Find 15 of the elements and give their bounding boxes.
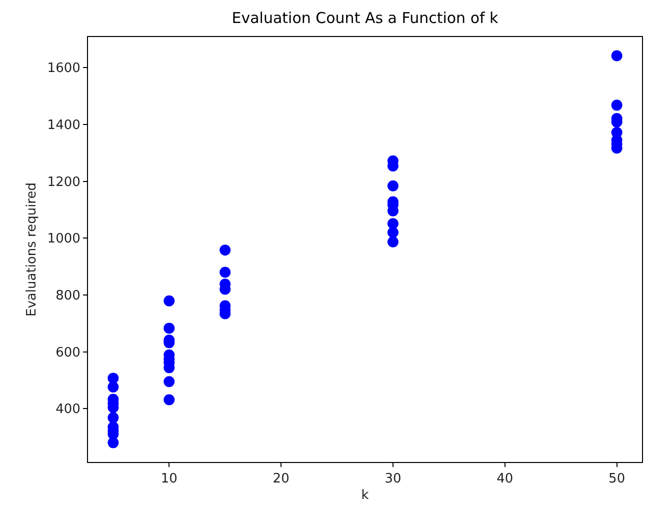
x-tick-label: 10	[160, 472, 178, 487]
y-axis-title: Evaluations required	[24, 182, 40, 316]
y-tick-label: 1000	[47, 232, 80, 247]
x-tick-label: 40	[496, 472, 514, 487]
y-tick-label: 1400	[47, 118, 80, 134]
y-tick-label: 800	[56, 288, 80, 304]
y-tick-label: 1200	[47, 174, 80, 190]
x-axis-title: k	[361, 488, 370, 504]
y-tick-label: 400	[56, 402, 80, 418]
chart-title: Evaluation Count As a Function of k	[232, 9, 499, 28]
y-tick-label: 600	[56, 345, 80, 360]
x-tick-label: 30	[384, 472, 402, 487]
x-tick-label: 20	[272, 472, 290, 487]
y-tick-label: 1600	[47, 61, 80, 76]
x-tick-label: 50	[608, 472, 626, 487]
